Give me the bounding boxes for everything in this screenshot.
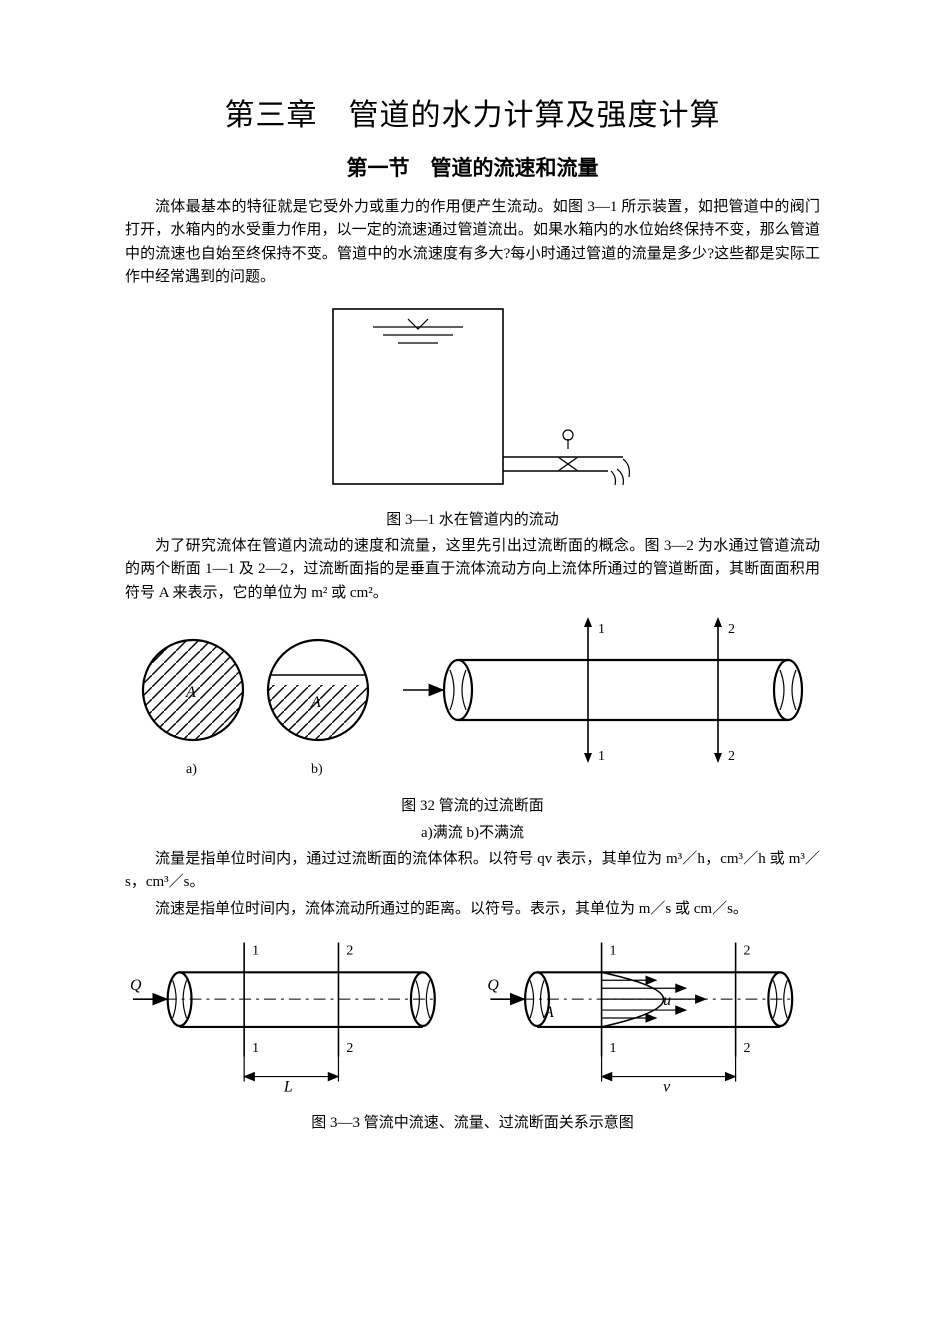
section-title: 第一节 管道的流速和流量 (125, 152, 820, 182)
figure-3-1 (125, 299, 820, 504)
figure-3-3: Q 1 1 2 2 L (125, 932, 820, 1107)
figure-3-1-caption: 图 3—1 水在管道内的流动 (125, 508, 820, 529)
fig3-r-s1t: 1 (610, 943, 617, 958)
fig3-left: Q 1 1 2 2 L (130, 942, 435, 1095)
fig3-l-s2t: 2 (346, 943, 353, 958)
fig2-area-label-b: A (310, 694, 321, 711)
figure-3-1-svg (303, 299, 643, 504)
fig3-r-s2b: 2 (744, 1040, 751, 1055)
fig3-left-Q: Q (130, 977, 142, 994)
fig3-l-s1b: 1 (252, 1040, 259, 1055)
document-page: 第三章 管道的水力计算及强度计算 第一节 管道的流速和流量 流体最基本的特征就是… (0, 0, 945, 1337)
chapter-title: 第三章 管道的水力计算及强度计算 (125, 90, 820, 134)
figure-3-2: A a) A b) (125, 615, 820, 790)
fig2-sec2-top: 2 (728, 622, 735, 637)
paragraph-2: 为了研究流体在管道内流动的速度和流量，这里先引出过流断面的概念。图 3—2 为水… (125, 535, 820, 605)
fig2-sec2-bot: 2 (728, 749, 735, 764)
fig3-r-s1b: 1 (610, 1040, 617, 1055)
fig3-right: Q A 1 1 2 2 u (487, 942, 795, 1095)
fig3-L: L (283, 1078, 293, 1095)
fig3-l-s1t: 1 (252, 943, 259, 958)
figure-3-3-svg: Q 1 1 2 2 L (125, 932, 820, 1107)
fig3-r-s2t: 2 (744, 943, 751, 958)
fig3-v: v (663, 1078, 671, 1095)
paragraph-3: 流量是指单位时间内，通过过流断面的流体体积。以符号 qv 表示，其单位为 m³／… (125, 848, 820, 895)
fig2-label-a: a) (186, 762, 197, 777)
figure-3-2-caption: 图 32 管流的过流断面 (125, 794, 820, 815)
fig2-label-b: b) (311, 762, 323, 777)
fig3-right-A: A (543, 1004, 554, 1021)
paragraph-1: 流体最基本的特征就是它受外力或重力的作用便产生流动。如图 3—1 所示装置，如把… (125, 196, 820, 289)
figure-3-3-caption: 图 3—3 管流中流速、流量、过流断面关系示意图 (125, 1111, 820, 1132)
fig2-sec1-top: 1 (598, 622, 605, 637)
fig2-area-label-a: A (185, 684, 196, 701)
paragraph-4: 流速是指单位时间内，流体流动所通过的距离。以符号。表示，其单位为 m／s 或 c… (125, 898, 820, 921)
figure-3-2-subcaption: a)满流 b)不满流 (125, 821, 820, 842)
fig2-sec1-bot: 1 (598, 749, 605, 764)
fig3-u: u (663, 992, 671, 1009)
fig3-right-Q: Q (487, 977, 499, 994)
fig3-l-s2b: 2 (346, 1040, 353, 1055)
figure-3-2-svg: A a) A b) (128, 615, 818, 790)
